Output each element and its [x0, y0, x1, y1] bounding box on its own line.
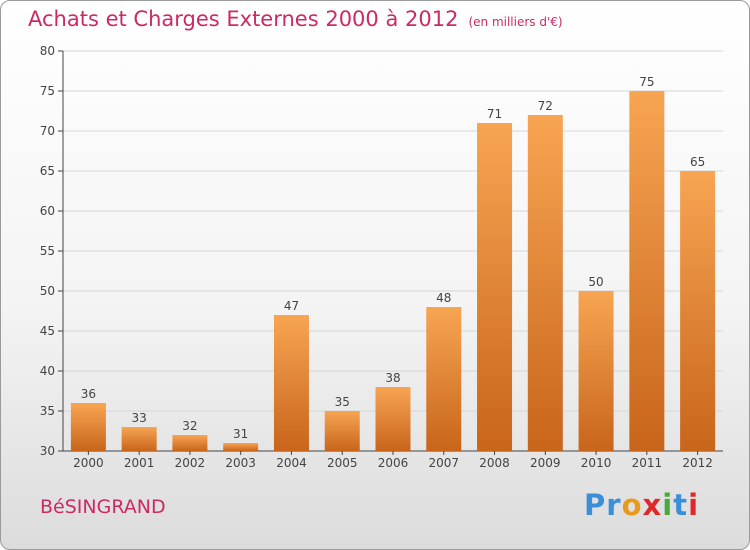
labels: 36 2000 33 2001 32 2002 31 2003 47 2004 35 2005 38 20…	[73, 75, 713, 470]
chart-unit: (en milliers d'€)	[468, 15, 563, 29]
bar	[680, 171, 716, 451]
bar-value-label: 32	[182, 419, 197, 433]
y-tick-label: 70	[40, 124, 55, 138]
bars	[70, 91, 716, 451]
x-tick-label: 2008	[479, 456, 510, 470]
x-tick-label: 2004	[276, 456, 307, 470]
bar	[223, 443, 259, 451]
y-tick-label: 35	[40, 404, 55, 418]
logo-letter: t	[673, 488, 689, 522]
bar	[426, 307, 462, 451]
bar	[324, 411, 360, 451]
bar-value-label: 71	[487, 107, 502, 121]
logo-letter: i	[662, 488, 674, 522]
x-tick-label: 2010	[581, 456, 612, 470]
y-tick-label: 55	[40, 244, 55, 258]
bar	[629, 91, 665, 451]
logo-letter: x	[642, 488, 663, 522]
x-tick-label: 2009	[530, 456, 561, 470]
bar-value-label: 75	[639, 75, 654, 89]
bar-value-label: 35	[335, 395, 350, 409]
x-tick-label: 2000	[73, 456, 104, 470]
bar-value-label: 50	[588, 275, 603, 289]
bar	[70, 403, 106, 451]
x-tick-label: 2001	[124, 456, 155, 470]
x-tick-label: 2005	[327, 456, 358, 470]
bar-value-label: 48	[436, 291, 451, 305]
y-tick-label: 60	[40, 204, 55, 218]
y-tick-label: 80	[40, 44, 55, 58]
y-tick-label: 40	[40, 364, 55, 378]
chart-title: Achats et Charges Externes 2000 à 2012 (e…	[28, 7, 563, 31]
x-tick-label: 2006	[378, 456, 409, 470]
x-tick-label: 2007	[428, 456, 459, 470]
bar-value-label: 36	[81, 387, 96, 401]
bar-value-label: 72	[538, 99, 553, 113]
logo-letter: r	[606, 488, 622, 522]
logo-letter: i	[688, 488, 700, 522]
grid-lines	[63, 50, 723, 412]
bar	[527, 115, 563, 451]
bar	[477, 123, 513, 451]
bar-value-label: 33	[132, 411, 147, 425]
bar	[121, 427, 157, 451]
x-tick-label: 2002	[175, 456, 206, 470]
proxiti-logo: Proxiti	[584, 488, 699, 522]
y-tick-label: 65	[40, 164, 55, 178]
x-tick-label: 2011	[632, 456, 663, 470]
y-tick-label: 50	[40, 284, 55, 298]
logo-letter: o	[621, 488, 643, 522]
bar-value-label: 31	[233, 427, 248, 441]
bar-value-label: 65	[690, 155, 705, 169]
bar	[578, 291, 614, 451]
commune-name: BéSINGRAND	[40, 496, 166, 518]
y-tick-label: 45	[40, 324, 55, 338]
bar-value-label: 38	[385, 371, 400, 385]
y-tick-label: 75	[40, 84, 55, 98]
bar	[375, 387, 411, 451]
x-tick-label: 2012	[682, 456, 713, 470]
x-tick-label: 2003	[225, 456, 256, 470]
bar	[172, 435, 208, 451]
bar-value-label: 47	[284, 299, 299, 313]
y-tick-label: 30	[40, 444, 55, 458]
bar	[273, 315, 309, 451]
chart-title-text: Achats et Charges Externes 2000 à 2012	[28, 7, 459, 31]
logo-letter: P	[584, 488, 607, 522]
